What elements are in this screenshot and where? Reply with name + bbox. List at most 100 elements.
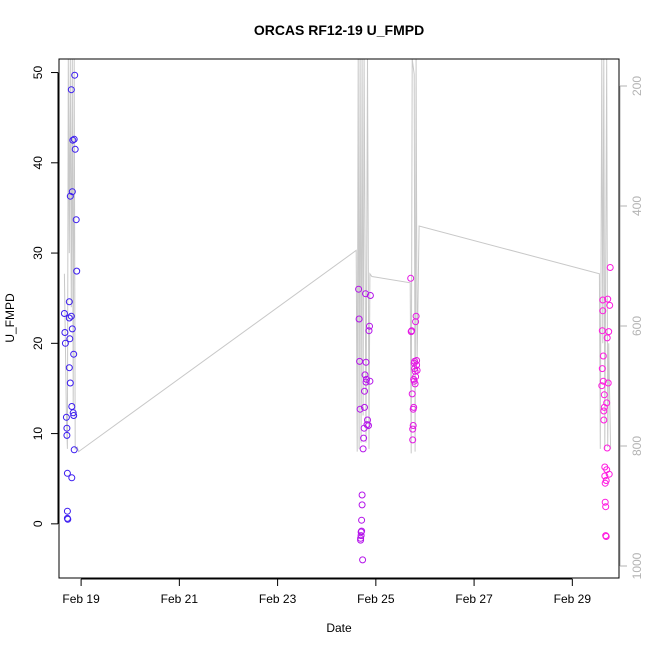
data-point — [598, 327, 606, 335]
data-point — [63, 469, 71, 477]
data-point — [356, 357, 364, 365]
data-point — [600, 391, 608, 399]
data-point — [599, 377, 607, 385]
data-point — [361, 403, 368, 411]
data-point — [73, 267, 81, 275]
data-point — [600, 416, 608, 424]
data-point — [70, 412, 78, 419]
data-point — [67, 312, 75, 320]
data-point — [598, 382, 606, 390]
data-point — [365, 422, 372, 429]
y-tick-label: 20 — [31, 336, 45, 350]
x-axis-label: Date — [326, 621, 352, 635]
data-point — [362, 290, 369, 298]
data-point — [361, 371, 369, 379]
x-tick-label: Feb 21 — [161, 592, 199, 606]
data-point — [601, 472, 609, 480]
data-point — [602, 533, 610, 540]
data-point — [65, 298, 73, 306]
y-tick-label: 40 — [31, 156, 45, 170]
x-tick-label: Feb 25 — [357, 592, 395, 606]
data-point — [62, 413, 70, 421]
data-point — [359, 445, 367, 453]
x-tick-label: Feb 27 — [455, 592, 493, 606]
y-axis: 0 10 20 30 40 50 — [31, 66, 59, 527]
data-point — [413, 366, 421, 374]
data-point — [363, 421, 371, 429]
data-point — [603, 399, 611, 407]
data-point — [360, 434, 368, 442]
right-tick-label: 400 — [630, 196, 644, 216]
data-point — [604, 379, 612, 387]
data-point — [599, 307, 607, 315]
data-point — [606, 264, 614, 271]
background-line-group — [63, 58, 612, 454]
data-point — [61, 339, 69, 347]
data-point — [603, 444, 611, 452]
right-tick-label: 200 — [630, 76, 644, 96]
data-point — [606, 301, 614, 309]
data-point — [601, 498, 609, 506]
data-point — [70, 135, 78, 143]
data-point — [357, 532, 365, 540]
data-point — [412, 373, 420, 381]
data-point — [69, 409, 77, 417]
data-point — [362, 358, 370, 366]
data-point — [356, 405, 364, 413]
right-tick-label: 800 — [630, 436, 644, 456]
right-tick-label: 600 — [630, 316, 644, 336]
data-point — [66, 335, 74, 343]
data-point — [64, 515, 72, 523]
data-point — [70, 446, 78, 454]
data-point — [72, 216, 80, 224]
data-point — [65, 364, 73, 372]
y-tick-label: 0 — [31, 520, 45, 527]
data-point — [409, 422, 417, 429]
data-point — [602, 477, 610, 484]
data-point — [68, 474, 76, 482]
data-point — [63, 424, 71, 432]
chart-title: ORCAS RF12-19 U_FMPD — [254, 22, 424, 38]
data-point — [365, 327, 373, 335]
data-point — [599, 352, 607, 360]
y-tick-label: 50 — [31, 66, 45, 80]
data-point — [63, 431, 71, 439]
data-point — [65, 314, 73, 322]
data-point — [362, 378, 370, 386]
data-point — [366, 377, 374, 385]
data-point — [358, 516, 366, 524]
data-point — [605, 328, 613, 336]
data-point — [603, 334, 611, 342]
data-point — [357, 536, 365, 544]
data-point — [598, 365, 606, 373]
right-axis: 200 400 600 800 1000 — [619, 76, 644, 579]
data-point — [61, 329, 69, 336]
data-point — [67, 86, 75, 94]
data-point — [355, 315, 363, 323]
data-point — [66, 192, 74, 200]
data-point — [413, 357, 421, 364]
data-point — [68, 403, 76, 410]
data-point — [366, 322, 373, 330]
data-point — [411, 380, 419, 388]
x-tick-label: Feb 23 — [259, 592, 297, 606]
plot-frame — [58, 58, 620, 579]
data-point — [60, 310, 68, 317]
data-point — [66, 379, 74, 387]
data-point — [70, 350, 78, 358]
data-point — [361, 387, 368, 395]
data-point — [355, 285, 363, 293]
data-point — [69, 136, 77, 144]
data-point — [604, 295, 612, 303]
x-tick-label: Feb 29 — [554, 592, 592, 606]
data-point — [413, 361, 421, 369]
y-tick-label: 10 — [31, 427, 45, 441]
data-point — [68, 325, 76, 333]
data-point — [68, 188, 76, 196]
right-tick-label: 1000 — [630, 552, 644, 579]
data-point — [358, 527, 366, 535]
data-point — [602, 503, 610, 511]
y-axis-label: U_FMPD — [3, 293, 17, 343]
data-point — [600, 407, 608, 415]
